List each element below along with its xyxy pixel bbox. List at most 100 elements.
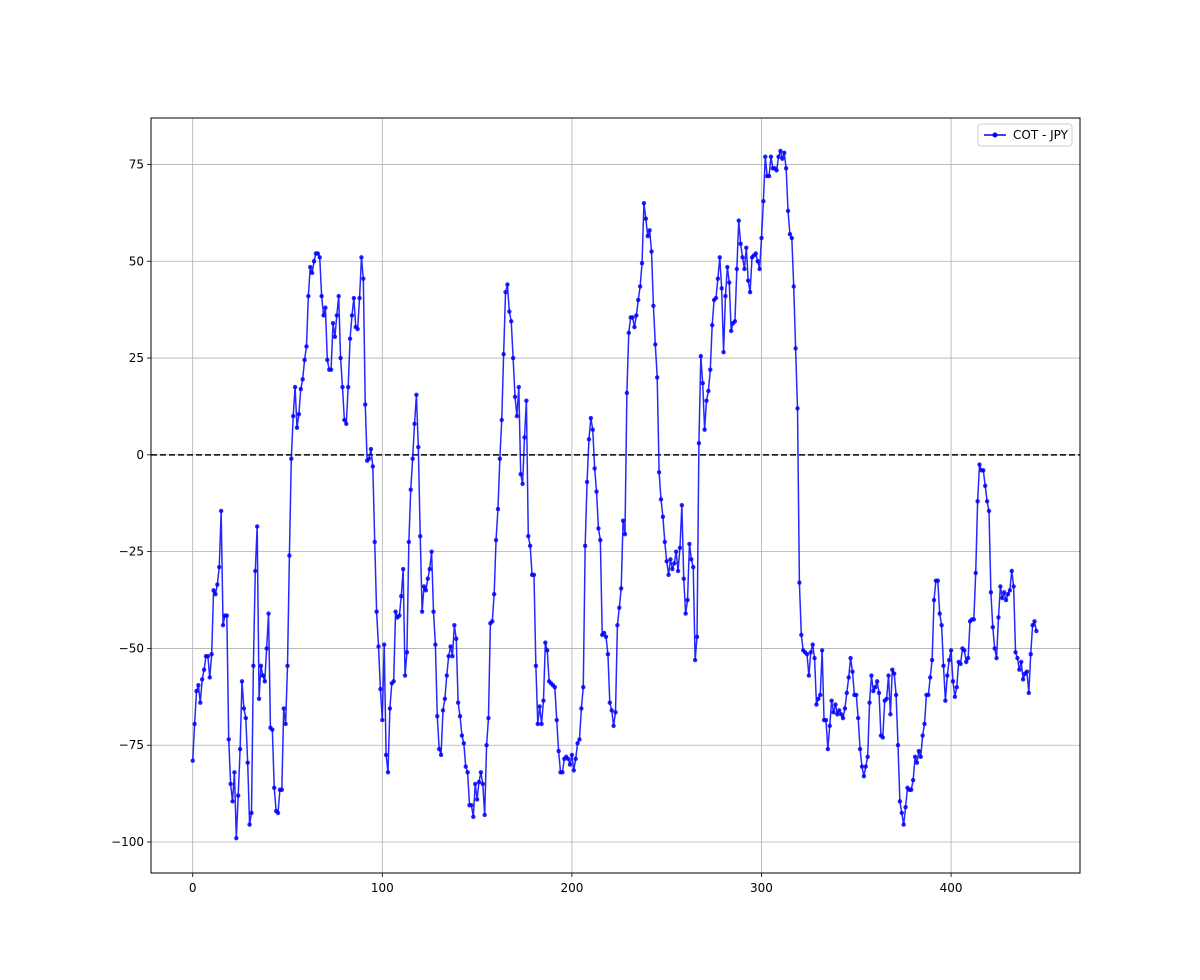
data-point xyxy=(804,652,810,657)
data-point xyxy=(837,708,842,713)
data-point xyxy=(289,456,294,461)
data-point xyxy=(660,514,666,519)
data-point xyxy=(867,700,872,705)
data-point xyxy=(527,543,533,549)
data-point xyxy=(260,673,266,678)
data-point xyxy=(450,653,455,659)
data-point xyxy=(857,746,863,752)
data-point xyxy=(209,652,214,657)
data-point xyxy=(575,741,580,746)
data-point xyxy=(262,679,267,684)
data-point xyxy=(569,752,575,758)
data-point xyxy=(213,592,218,597)
data-point xyxy=(444,673,449,678)
data-point xyxy=(706,388,711,394)
data-point xyxy=(486,715,491,721)
data-point xyxy=(662,539,667,545)
data-point xyxy=(512,394,518,399)
data-point xyxy=(799,632,804,638)
data-point xyxy=(499,417,504,423)
data-point xyxy=(747,290,753,295)
data-point xyxy=(330,321,336,326)
data-point xyxy=(812,655,817,661)
data-point xyxy=(522,435,527,440)
data-point xyxy=(816,696,821,701)
data-point xyxy=(535,721,540,727)
data-point xyxy=(928,675,933,680)
data-point xyxy=(677,545,683,550)
x-tick-label: 100 xyxy=(371,881,394,895)
data-point xyxy=(890,667,895,672)
data-point xyxy=(1000,595,1005,601)
data-point xyxy=(787,231,793,237)
data-point xyxy=(753,251,758,256)
data-point xyxy=(321,313,326,318)
data-point xyxy=(840,715,846,721)
data-point xyxy=(438,752,444,758)
data-point xyxy=(825,746,831,752)
data-point xyxy=(892,671,897,676)
data-point xyxy=(778,148,783,154)
data-point xyxy=(998,584,1003,589)
data-point xyxy=(328,367,334,372)
data-point xyxy=(791,284,796,289)
data-point xyxy=(298,386,303,392)
data-point xyxy=(1009,568,1014,574)
data-point xyxy=(264,646,269,651)
data-point xyxy=(474,797,480,802)
data-point xyxy=(734,266,740,272)
data-point xyxy=(617,605,622,610)
data-point xyxy=(647,228,652,233)
data-point xyxy=(207,675,212,680)
data-point xyxy=(793,346,798,351)
data-point xyxy=(643,216,649,221)
data-point xyxy=(287,553,292,558)
data-point xyxy=(199,677,205,682)
data-point xyxy=(943,698,948,703)
data-point xyxy=(738,241,743,247)
data-point xyxy=(954,684,959,690)
data-point xyxy=(490,619,495,624)
data-point xyxy=(763,154,768,159)
data-point xyxy=(639,260,645,266)
data-point xyxy=(876,690,882,696)
data-point xyxy=(645,233,650,239)
data-point xyxy=(962,648,967,653)
data-point xyxy=(831,710,836,715)
data-point xyxy=(823,717,829,723)
data-point xyxy=(239,679,245,684)
data-point xyxy=(986,508,992,514)
data-point xyxy=(1020,677,1026,682)
legend-box xyxy=(977,123,1073,147)
data-point xyxy=(505,282,510,287)
data-point xyxy=(334,313,339,318)
data-point xyxy=(782,150,787,156)
data-point xyxy=(637,284,643,289)
data-point xyxy=(1028,652,1033,657)
data-point xyxy=(543,640,548,645)
data-point xyxy=(258,663,264,669)
data-point xyxy=(700,381,705,386)
data-point xyxy=(850,669,855,674)
data-point xyxy=(681,576,686,581)
data-point xyxy=(497,456,503,461)
y-tick-label: −75 xyxy=(119,738,144,752)
data-point xyxy=(795,406,800,411)
y-tick-label: 50 xyxy=(129,254,144,268)
data-point xyxy=(442,696,448,701)
data-point xyxy=(776,154,781,159)
plot-area-frame xyxy=(150,117,1081,874)
data-point xyxy=(827,723,832,729)
data-point xyxy=(192,721,197,727)
data-point xyxy=(950,679,956,684)
data-point xyxy=(518,472,523,477)
data-point xyxy=(361,276,366,281)
x-tick-label: 300 xyxy=(750,881,773,895)
data-point xyxy=(687,541,692,547)
data-point xyxy=(404,650,410,655)
data-point xyxy=(588,415,594,421)
y-tick-label: 25 xyxy=(129,351,144,365)
data-point xyxy=(683,611,688,616)
data-point xyxy=(236,793,241,798)
